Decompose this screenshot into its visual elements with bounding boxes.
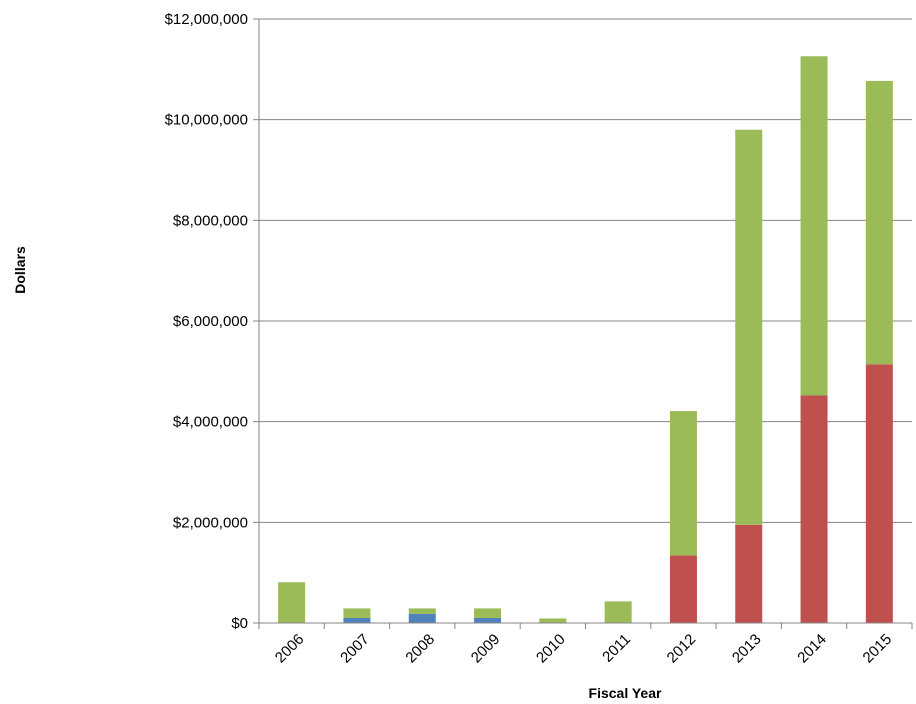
bar-segment-2006-series-3	[278, 582, 306, 623]
bar-segment-2015-series-3	[865, 80, 893, 365]
y-tick-label: $4,000,000	[173, 414, 248, 431]
bar-segment-2013-series-2	[735, 524, 763, 623]
x-tick-label: 2014	[794, 631, 830, 667]
bar-segment-2014-series-3	[800, 56, 828, 396]
x-tick-label: 2007	[337, 631, 373, 667]
bar-segment-2015-series-2	[865, 364, 893, 623]
y-tick-label: $12,000,000	[165, 11, 248, 28]
bar-segment-2012-series-2	[669, 555, 697, 623]
x-tick-label: 2013	[729, 631, 765, 667]
y-tick-label: $8,000,000	[173, 212, 248, 229]
x-tick-label: 2008	[402, 631, 438, 667]
bar-segment-2008-series-3	[408, 608, 436, 614]
bar-segment-2008-series-1	[408, 613, 436, 623]
bar-segment-2009-series-3	[474, 608, 502, 618]
bar-segment-2009-series-1	[474, 617, 502, 623]
y-tick-label: $6,000,000	[173, 313, 248, 330]
x-tick-label: 2006	[272, 631, 308, 667]
bar-segment-2007-series-3	[343, 608, 371, 618]
x-tick-label: 2009	[468, 631, 504, 667]
x-tick-label: 2010	[533, 631, 569, 667]
axes	[253, 18, 913, 629]
bar-segment-2010-series-3	[539, 618, 567, 623]
x-tick-label: 2011	[599, 631, 634, 666]
bar-segment-2014-series-2	[800, 395, 828, 623]
bar-segment-2011-series-3	[604, 601, 632, 623]
bar-segment-2007-series-1	[343, 617, 371, 623]
x-tick-label: 2015	[860, 631, 896, 667]
x-tick-labels: 2006 2007 2008 2009 2010 2011 2012 2013 2014 2015	[272, 631, 895, 667]
y-tick-label: $2,000,000	[173, 514, 248, 531]
x-tick-label: 2012	[664, 631, 700, 667]
x-axis-title: Fiscal Year	[589, 685, 662, 701]
y-tick-label: $10,000,000	[165, 112, 248, 129]
y-tick-labels: $0 $2,000,000 $4,000,000 $6,000,000 $8,000,0…	[165, 11, 248, 632]
bars	[278, 56, 893, 623]
y-axis-title: Dollars	[12, 246, 28, 294]
bar-segment-2012-series-3	[669, 411, 697, 556]
bar-segment-2013-series-3	[735, 129, 763, 525]
y-tick-label: $0	[231, 615, 248, 632]
